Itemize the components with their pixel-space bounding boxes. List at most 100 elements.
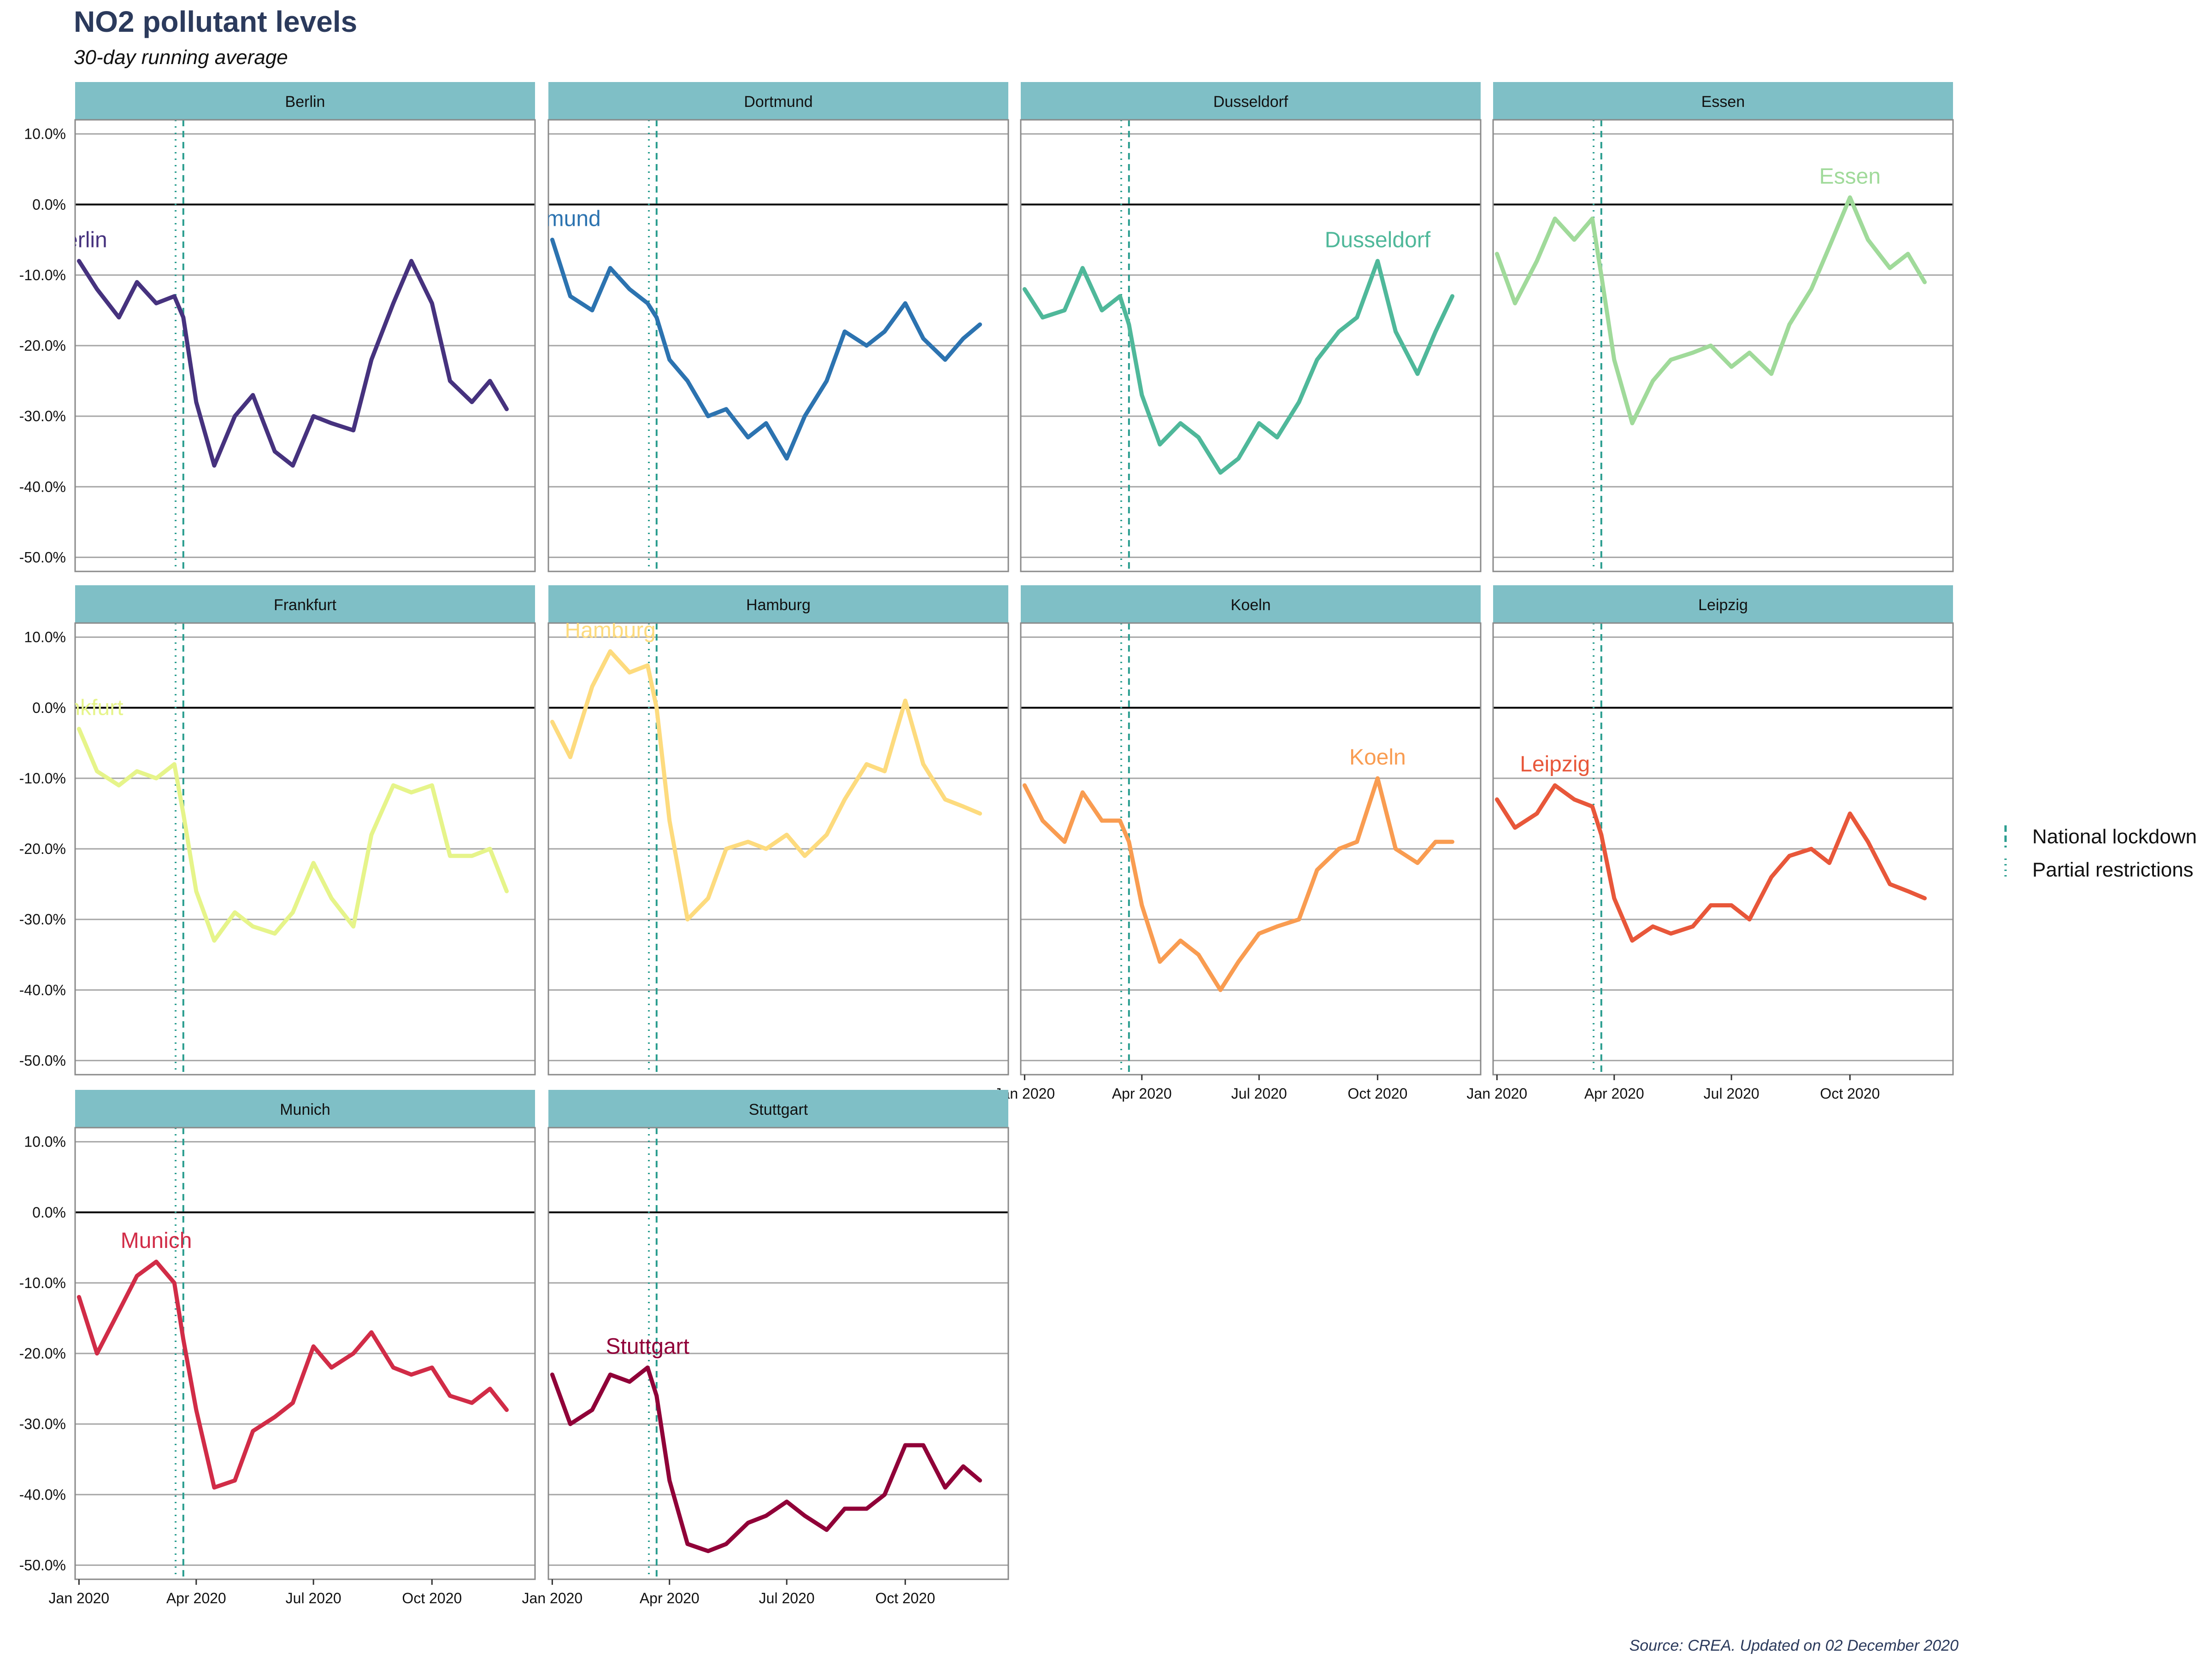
panel-frame (1492, 622, 1954, 1076)
panel-plot-area: Munich (76, 1229, 509, 1490)
panel-strip (1021, 82, 1481, 120)
series-label-stuttgart: Stuttgart (606, 1335, 689, 1359)
panel-frame (547, 1127, 1009, 1580)
panel-strip-label: Dortmund (744, 93, 812, 111)
panel-plot-area: Berlin (51, 228, 509, 468)
series-line-munich (76, 1259, 509, 1490)
series-line-hamburg (550, 649, 982, 922)
x-tick-label: Apr 2020 (1584, 1085, 1644, 1102)
panel-strip-label: Berlin (285, 93, 325, 111)
x-tick-label: Jul 2020 (286, 1590, 341, 1606)
panel-hamburg: Hamburg Hamburg (547, 585, 1009, 1076)
panel-strip-label: Koeln (1231, 596, 1271, 614)
panel-strip-label: Munich (280, 1101, 330, 1118)
legend-item-dashed: National lockdown (2004, 825, 2197, 848)
y-tick-label: -10.0% (19, 770, 66, 787)
panel-strip (75, 1090, 535, 1128)
series-label-hamburg: Hamburg (565, 618, 655, 642)
x-tick-label: Oct 2020 (1347, 1085, 1407, 1102)
series-line-stuttgart (550, 1365, 982, 1553)
panel-frame (547, 622, 1009, 1076)
panel-strip (1021, 585, 1481, 623)
x-tick-label: Apr 2020 (640, 1590, 700, 1606)
series-line-dortmund (550, 237, 982, 461)
panel-plot-area: Dortmund (548, 206, 982, 461)
series-label-koeln: Koeln (1349, 745, 1406, 770)
y-tick-label: -50.0% (19, 1052, 66, 1069)
y-tick-label: -30.0% (19, 1416, 66, 1432)
series-label-munich: Munich (121, 1229, 192, 1253)
panel-strip (548, 585, 1008, 623)
panel-plot-area: Stuttgart (550, 1335, 982, 1553)
panel-berlin: Berlin 10.0% 0.0% -10.0% -20.0% -30.0% -40.0% -… (19, 82, 536, 572)
panel-strip-label: Frankfurt (274, 596, 337, 614)
panel-strip (548, 1090, 1008, 1128)
x-tick-label: Jan 2020 (1467, 1085, 1528, 1102)
x-tick-label: Oct 2020 (875, 1590, 935, 1606)
panel-strip (75, 585, 535, 623)
panel-frame (1492, 119, 1954, 572)
series-line-koeln (1022, 776, 1454, 992)
y-tick-label: -30.0% (19, 911, 66, 928)
series-line-leipzig (1494, 783, 1927, 943)
panel-dusseldorf: Dusseldorf Dusseldorf (1020, 82, 1482, 572)
x-tick-label: Jul 2020 (759, 1590, 815, 1606)
panel-strip (548, 82, 1008, 120)
y-tick-label: -20.0% (19, 1345, 66, 1362)
legend-label: National lockdown (2032, 825, 2197, 848)
y-tick-label: 0.0% (32, 196, 66, 213)
y-tick-label: -20.0% (19, 841, 66, 857)
x-tick-label: Oct 2020 (402, 1590, 462, 1606)
panel-plot-area: Koeln (1022, 745, 1454, 992)
y-tick-label: 10.0% (24, 1134, 66, 1150)
y-tick-label: 0.0% (32, 1204, 66, 1221)
x-tick-label: Jul 2020 (1231, 1085, 1287, 1102)
panel-frankfurt: Frankfurt 10.0% 0.0% -10.0% -20.0% -30.0% -40.… (19, 585, 536, 1076)
y-tick-label: -10.0% (19, 267, 66, 283)
y-tick-label: -40.0% (19, 982, 66, 998)
y-tick-label: -20.0% (19, 337, 66, 354)
x-tick-label: Jan 2020 (49, 1590, 110, 1606)
legend-label: Partial restrictions (2032, 859, 2194, 881)
chart-caption: Source: CREA. Updated on 02 December 202… (1629, 1637, 1959, 1654)
panel-plot-area: Hamburg (550, 618, 982, 922)
y-tick-label: 10.0% (24, 126, 66, 142)
panel-dortmund: Dortmund Dortmund (547, 82, 1009, 572)
panel-frame (1020, 622, 1482, 1076)
series-label-leipzig: Leipzig (1520, 752, 1590, 777)
series-label-berlin: Berlin (51, 228, 107, 252)
chart-title: NO2 pollutant levels (74, 5, 358, 38)
series-label-frankfurt: Frankfurt (35, 696, 123, 720)
panel-strip (1493, 82, 1953, 120)
series-line-frankfurt (76, 727, 509, 943)
panel-leipzig: Leipzig Jan 2020 Apr 2020 Jul 2020 Oct 2020 L… (1467, 585, 1954, 1102)
x-tick-label: Apr 2020 (1112, 1085, 1172, 1102)
series-line-berlin (76, 259, 509, 468)
panel-frame (74, 119, 536, 572)
y-tick-label: -50.0% (19, 1557, 66, 1573)
y-tick-label: -30.0% (19, 408, 66, 424)
x-tick-label: Jul 2020 (1704, 1085, 1759, 1102)
x-tick-label: Jan 2020 (522, 1590, 583, 1606)
panel-frame (74, 622, 536, 1076)
panel-strip (75, 82, 535, 120)
y-tick-label: -50.0% (19, 549, 66, 565)
panel-strip-label: Stuttgart (749, 1101, 808, 1118)
panel-plot-area: Essen (1494, 164, 1927, 425)
panel-frame (1020, 119, 1482, 572)
y-tick-label: 0.0% (32, 700, 66, 716)
x-tick-label: Oct 2020 (1820, 1085, 1880, 1102)
chart-subtitle: 30-day running average (74, 46, 288, 69)
panel-plot-area: Leipzig (1494, 752, 1927, 943)
legend: National lockdown Partial restrictions (2004, 825, 2197, 881)
y-tick-label: -40.0% (19, 478, 66, 495)
panel-munich: Munich 10.0% 0.0% -10.0% -20.0% -30.0% -40.0% -… (19, 1090, 536, 1606)
panel-stuttgart: Stuttgart Jan 2020 Apr 2020 Jul 2020 Oct 202… (522, 1090, 1009, 1606)
panel-strip-label: Dusseldorf (1213, 93, 1288, 111)
x-tick-label: Apr 2020 (166, 1590, 226, 1606)
panel-strip (1493, 585, 1953, 623)
y-tick-label: 10.0% (24, 629, 66, 646)
facet-panels: Berlin 10.0% 0.0% -10.0% -20.0% -30.0% -40.0% -… (19, 82, 1954, 1606)
panel-essen: Essen Essen (1492, 82, 1954, 572)
